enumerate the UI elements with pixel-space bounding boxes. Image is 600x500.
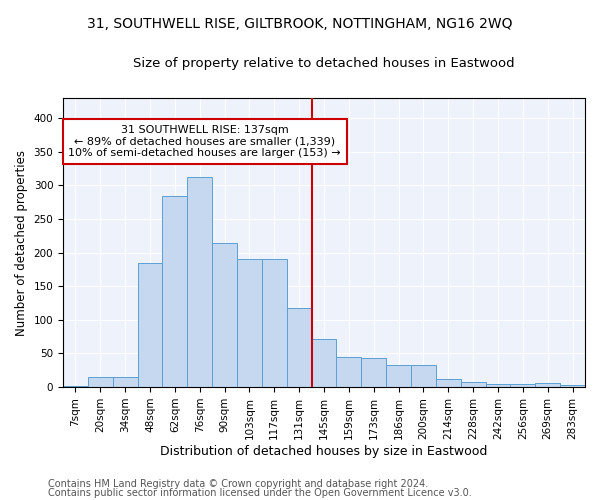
- Bar: [163, 196, 187, 387]
- Bar: [461, 382, 485, 387]
- Bar: [212, 242, 237, 387]
- Bar: [337, 357, 361, 387]
- Bar: [485, 384, 511, 387]
- Text: 31, SOUTHWELL RISE, GILTBROOK, NOTTINGHAM, NG16 2WQ: 31, SOUTHWELL RISE, GILTBROOK, NOTTINGHA…: [87, 18, 513, 32]
- Bar: [287, 308, 311, 387]
- X-axis label: Distribution of detached houses by size in Eastwood: Distribution of detached houses by size …: [160, 444, 488, 458]
- Text: 31 SOUTHWELL RISE: 137sqm
← 89% of detached houses are smaller (1,339)
10% of se: 31 SOUTHWELL RISE: 137sqm ← 89% of detac…: [68, 125, 341, 158]
- Bar: [237, 260, 262, 387]
- Bar: [311, 338, 337, 387]
- Bar: [63, 386, 88, 387]
- Bar: [386, 365, 411, 387]
- Bar: [113, 377, 137, 387]
- Bar: [436, 379, 461, 387]
- Text: Contains public sector information licensed under the Open Government Licence v3: Contains public sector information licen…: [48, 488, 472, 498]
- Bar: [411, 365, 436, 387]
- Bar: [262, 260, 287, 387]
- Bar: [560, 385, 585, 387]
- Bar: [535, 383, 560, 387]
- Bar: [187, 178, 212, 387]
- Bar: [88, 377, 113, 387]
- Text: Contains HM Land Registry data © Crown copyright and database right 2024.: Contains HM Land Registry data © Crown c…: [48, 479, 428, 489]
- Bar: [137, 262, 163, 387]
- Title: Size of property relative to detached houses in Eastwood: Size of property relative to detached ho…: [133, 58, 515, 70]
- Bar: [511, 384, 535, 387]
- Y-axis label: Number of detached properties: Number of detached properties: [15, 150, 28, 336]
- Bar: [361, 358, 386, 387]
